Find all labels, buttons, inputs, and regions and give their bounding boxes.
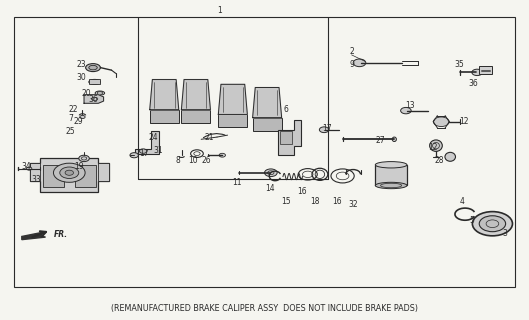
Bar bbox=[43, 165, 64, 187]
Text: 5: 5 bbox=[469, 216, 475, 225]
Circle shape bbox=[219, 153, 225, 157]
Ellipse shape bbox=[375, 162, 407, 168]
Ellipse shape bbox=[86, 64, 101, 72]
Text: 23: 23 bbox=[76, 60, 86, 69]
Circle shape bbox=[80, 116, 85, 119]
Text: 24: 24 bbox=[149, 133, 159, 142]
Circle shape bbox=[79, 155, 89, 162]
Circle shape bbox=[26, 167, 32, 170]
Text: 31: 31 bbox=[153, 146, 163, 155]
Text: 14: 14 bbox=[265, 184, 275, 193]
Text: 30: 30 bbox=[76, 73, 86, 82]
Bar bbox=[89, 79, 101, 84]
Text: 21: 21 bbox=[204, 133, 214, 142]
Circle shape bbox=[65, 170, 74, 175]
Text: 32: 32 bbox=[348, 200, 358, 209]
Text: FR.: FR. bbox=[53, 230, 68, 239]
Text: 11: 11 bbox=[232, 178, 242, 187]
Text: 2: 2 bbox=[349, 47, 354, 56]
Ellipse shape bbox=[95, 91, 105, 95]
Text: 12: 12 bbox=[428, 143, 438, 152]
Polygon shape bbox=[181, 80, 211, 110]
Text: 4: 4 bbox=[460, 197, 465, 206]
Circle shape bbox=[479, 216, 506, 232]
Bar bbox=[14, 17, 515, 287]
Text: 27: 27 bbox=[376, 136, 386, 145]
Text: (REMANUFACTURED BRAKE CALIPER ASSY  DOES NOT INCLUDE BRAKE PADS): (REMANUFACTURED BRAKE CALIPER ASSY DOES … bbox=[111, 304, 418, 313]
Circle shape bbox=[264, 169, 277, 177]
Circle shape bbox=[60, 167, 79, 179]
Text: 10: 10 bbox=[188, 156, 198, 164]
Text: 16: 16 bbox=[298, 188, 307, 196]
Text: 17: 17 bbox=[140, 149, 149, 158]
Ellipse shape bbox=[89, 65, 97, 70]
Polygon shape bbox=[218, 84, 248, 115]
Text: 1: 1 bbox=[217, 6, 222, 15]
Polygon shape bbox=[84, 95, 104, 103]
Text: 35: 35 bbox=[455, 60, 464, 69]
Polygon shape bbox=[135, 131, 159, 154]
Bar bbox=[150, 110, 179, 123]
Text: 9: 9 bbox=[349, 60, 354, 69]
Text: 15: 15 bbox=[281, 197, 290, 206]
Text: 18: 18 bbox=[310, 197, 320, 206]
Bar bbox=[75, 165, 96, 187]
Bar bbox=[181, 110, 211, 123]
Text: 3: 3 bbox=[502, 229, 507, 238]
Text: 17: 17 bbox=[322, 124, 332, 132]
Circle shape bbox=[472, 69, 482, 76]
Text: 7: 7 bbox=[68, 114, 73, 123]
Bar bbox=[30, 163, 40, 181]
Bar bbox=[253, 118, 281, 131]
Text: 6: 6 bbox=[283, 105, 288, 114]
Text: 19: 19 bbox=[74, 162, 84, 171]
Circle shape bbox=[97, 92, 103, 95]
Ellipse shape bbox=[392, 137, 396, 141]
Polygon shape bbox=[150, 80, 179, 110]
Circle shape bbox=[320, 127, 329, 132]
Text: 26: 26 bbox=[202, 156, 211, 164]
Text: 25: 25 bbox=[66, 127, 75, 136]
Circle shape bbox=[130, 153, 139, 158]
Circle shape bbox=[353, 59, 366, 67]
Circle shape bbox=[400, 108, 411, 114]
Ellipse shape bbox=[89, 79, 101, 84]
Polygon shape bbox=[278, 120, 302, 155]
Polygon shape bbox=[30, 158, 109, 192]
Ellipse shape bbox=[445, 152, 455, 161]
Polygon shape bbox=[22, 232, 45, 240]
Text: 16: 16 bbox=[333, 197, 342, 206]
Ellipse shape bbox=[430, 140, 442, 151]
Text: 36: 36 bbox=[468, 79, 478, 88]
Circle shape bbox=[472, 212, 513, 236]
Bar bbox=[375, 165, 407, 186]
Text: 20: 20 bbox=[81, 89, 91, 98]
Text: 22: 22 bbox=[69, 105, 78, 114]
Polygon shape bbox=[253, 87, 281, 118]
Bar bbox=[479, 66, 492, 74]
Text: 29: 29 bbox=[74, 117, 84, 126]
Bar bbox=[218, 115, 248, 127]
Ellipse shape bbox=[375, 182, 407, 189]
Text: 34: 34 bbox=[21, 162, 31, 171]
Text: 33: 33 bbox=[32, 175, 41, 184]
Text: 13: 13 bbox=[405, 101, 414, 110]
Text: 8: 8 bbox=[175, 156, 180, 164]
Text: 28: 28 bbox=[435, 156, 444, 164]
Circle shape bbox=[53, 163, 85, 182]
Text: 36: 36 bbox=[88, 95, 98, 104]
Circle shape bbox=[140, 149, 147, 153]
Bar bbox=[280, 131, 292, 144]
Circle shape bbox=[433, 117, 449, 126]
Bar bbox=[98, 163, 109, 181]
Text: 12: 12 bbox=[459, 117, 469, 126]
